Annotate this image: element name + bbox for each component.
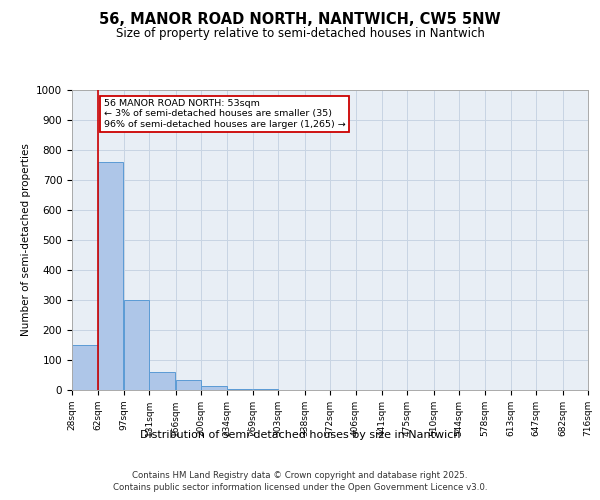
- Bar: [176, 380, 201, 390]
- Text: 56 MANOR ROAD NORTH: 53sqm
← 3% of semi-detached houses are smaller (35)
96% of : 56 MANOR ROAD NORTH: 53sqm ← 3% of semi-…: [104, 99, 345, 129]
- Text: Distribution of semi-detached houses by size in Nantwich: Distribution of semi-detached houses by …: [140, 430, 460, 440]
- Bar: [124, 300, 149, 390]
- Bar: [97, 162, 123, 390]
- Text: Size of property relative to semi-detached houses in Nantwich: Size of property relative to semi-detach…: [116, 28, 484, 40]
- Bar: [72, 345, 97, 390]
- Bar: [201, 386, 227, 390]
- Bar: [149, 372, 175, 390]
- Bar: [227, 388, 252, 390]
- Text: Contains public sector information licensed under the Open Government Licence v3: Contains public sector information licen…: [113, 483, 487, 492]
- Text: Contains HM Land Registry data © Crown copyright and database right 2025.: Contains HM Land Registry data © Crown c…: [132, 470, 468, 480]
- Text: 56, MANOR ROAD NORTH, NANTWICH, CW5 5NW: 56, MANOR ROAD NORTH, NANTWICH, CW5 5NW: [99, 12, 501, 28]
- Y-axis label: Number of semi-detached properties: Number of semi-detached properties: [20, 144, 31, 336]
